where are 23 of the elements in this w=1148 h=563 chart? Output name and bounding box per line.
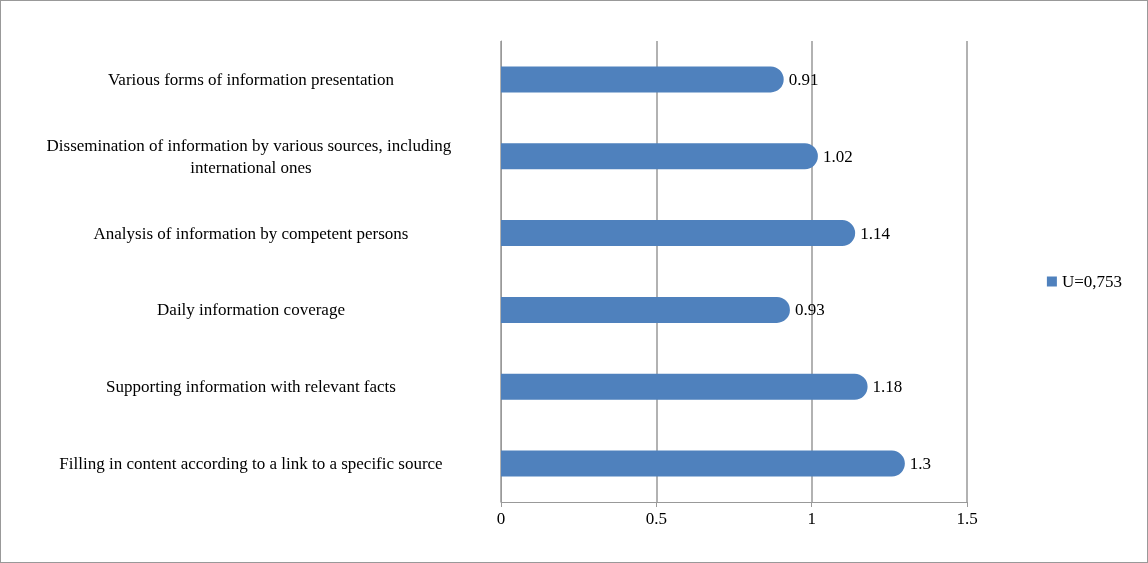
bar (501, 143, 818, 170)
bar (501, 296, 790, 323)
bar (501, 220, 856, 247)
y-tick-label: Dissemination of information by various sources, including international ones (46, 135, 456, 177)
x-tick-label: 0 (496, 509, 506, 528)
bar (501, 373, 868, 400)
data-label: 1.14 (860, 223, 891, 243)
data-label: 1.02 (822, 146, 853, 166)
bar (501, 450, 905, 477)
x-tick-label: 1.5 (956, 509, 978, 528)
data-label: 0.91 (788, 69, 819, 89)
x-tick-label: 1 (807, 509, 816, 528)
y-tick-label: Supporting information with relevant facts (106, 377, 396, 397)
data-label: 0.93 (794, 300, 825, 320)
bar (501, 66, 784, 93)
y-tick-label: Various forms of information presentation (107, 69, 395, 89)
y-tick-label: Analysis of information by competent persons (93, 223, 409, 243)
data-label: 1.18 (872, 377, 903, 397)
legend-label: U=0,753 (1061, 272, 1123, 291)
x-tick-label: 0.5 (645, 509, 667, 528)
data-label: 1.3 (909, 454, 932, 474)
y-tick-label: Filling in content according to a link to a specific source (59, 454, 443, 474)
y-tick-label: Daily information coverage (157, 300, 345, 320)
